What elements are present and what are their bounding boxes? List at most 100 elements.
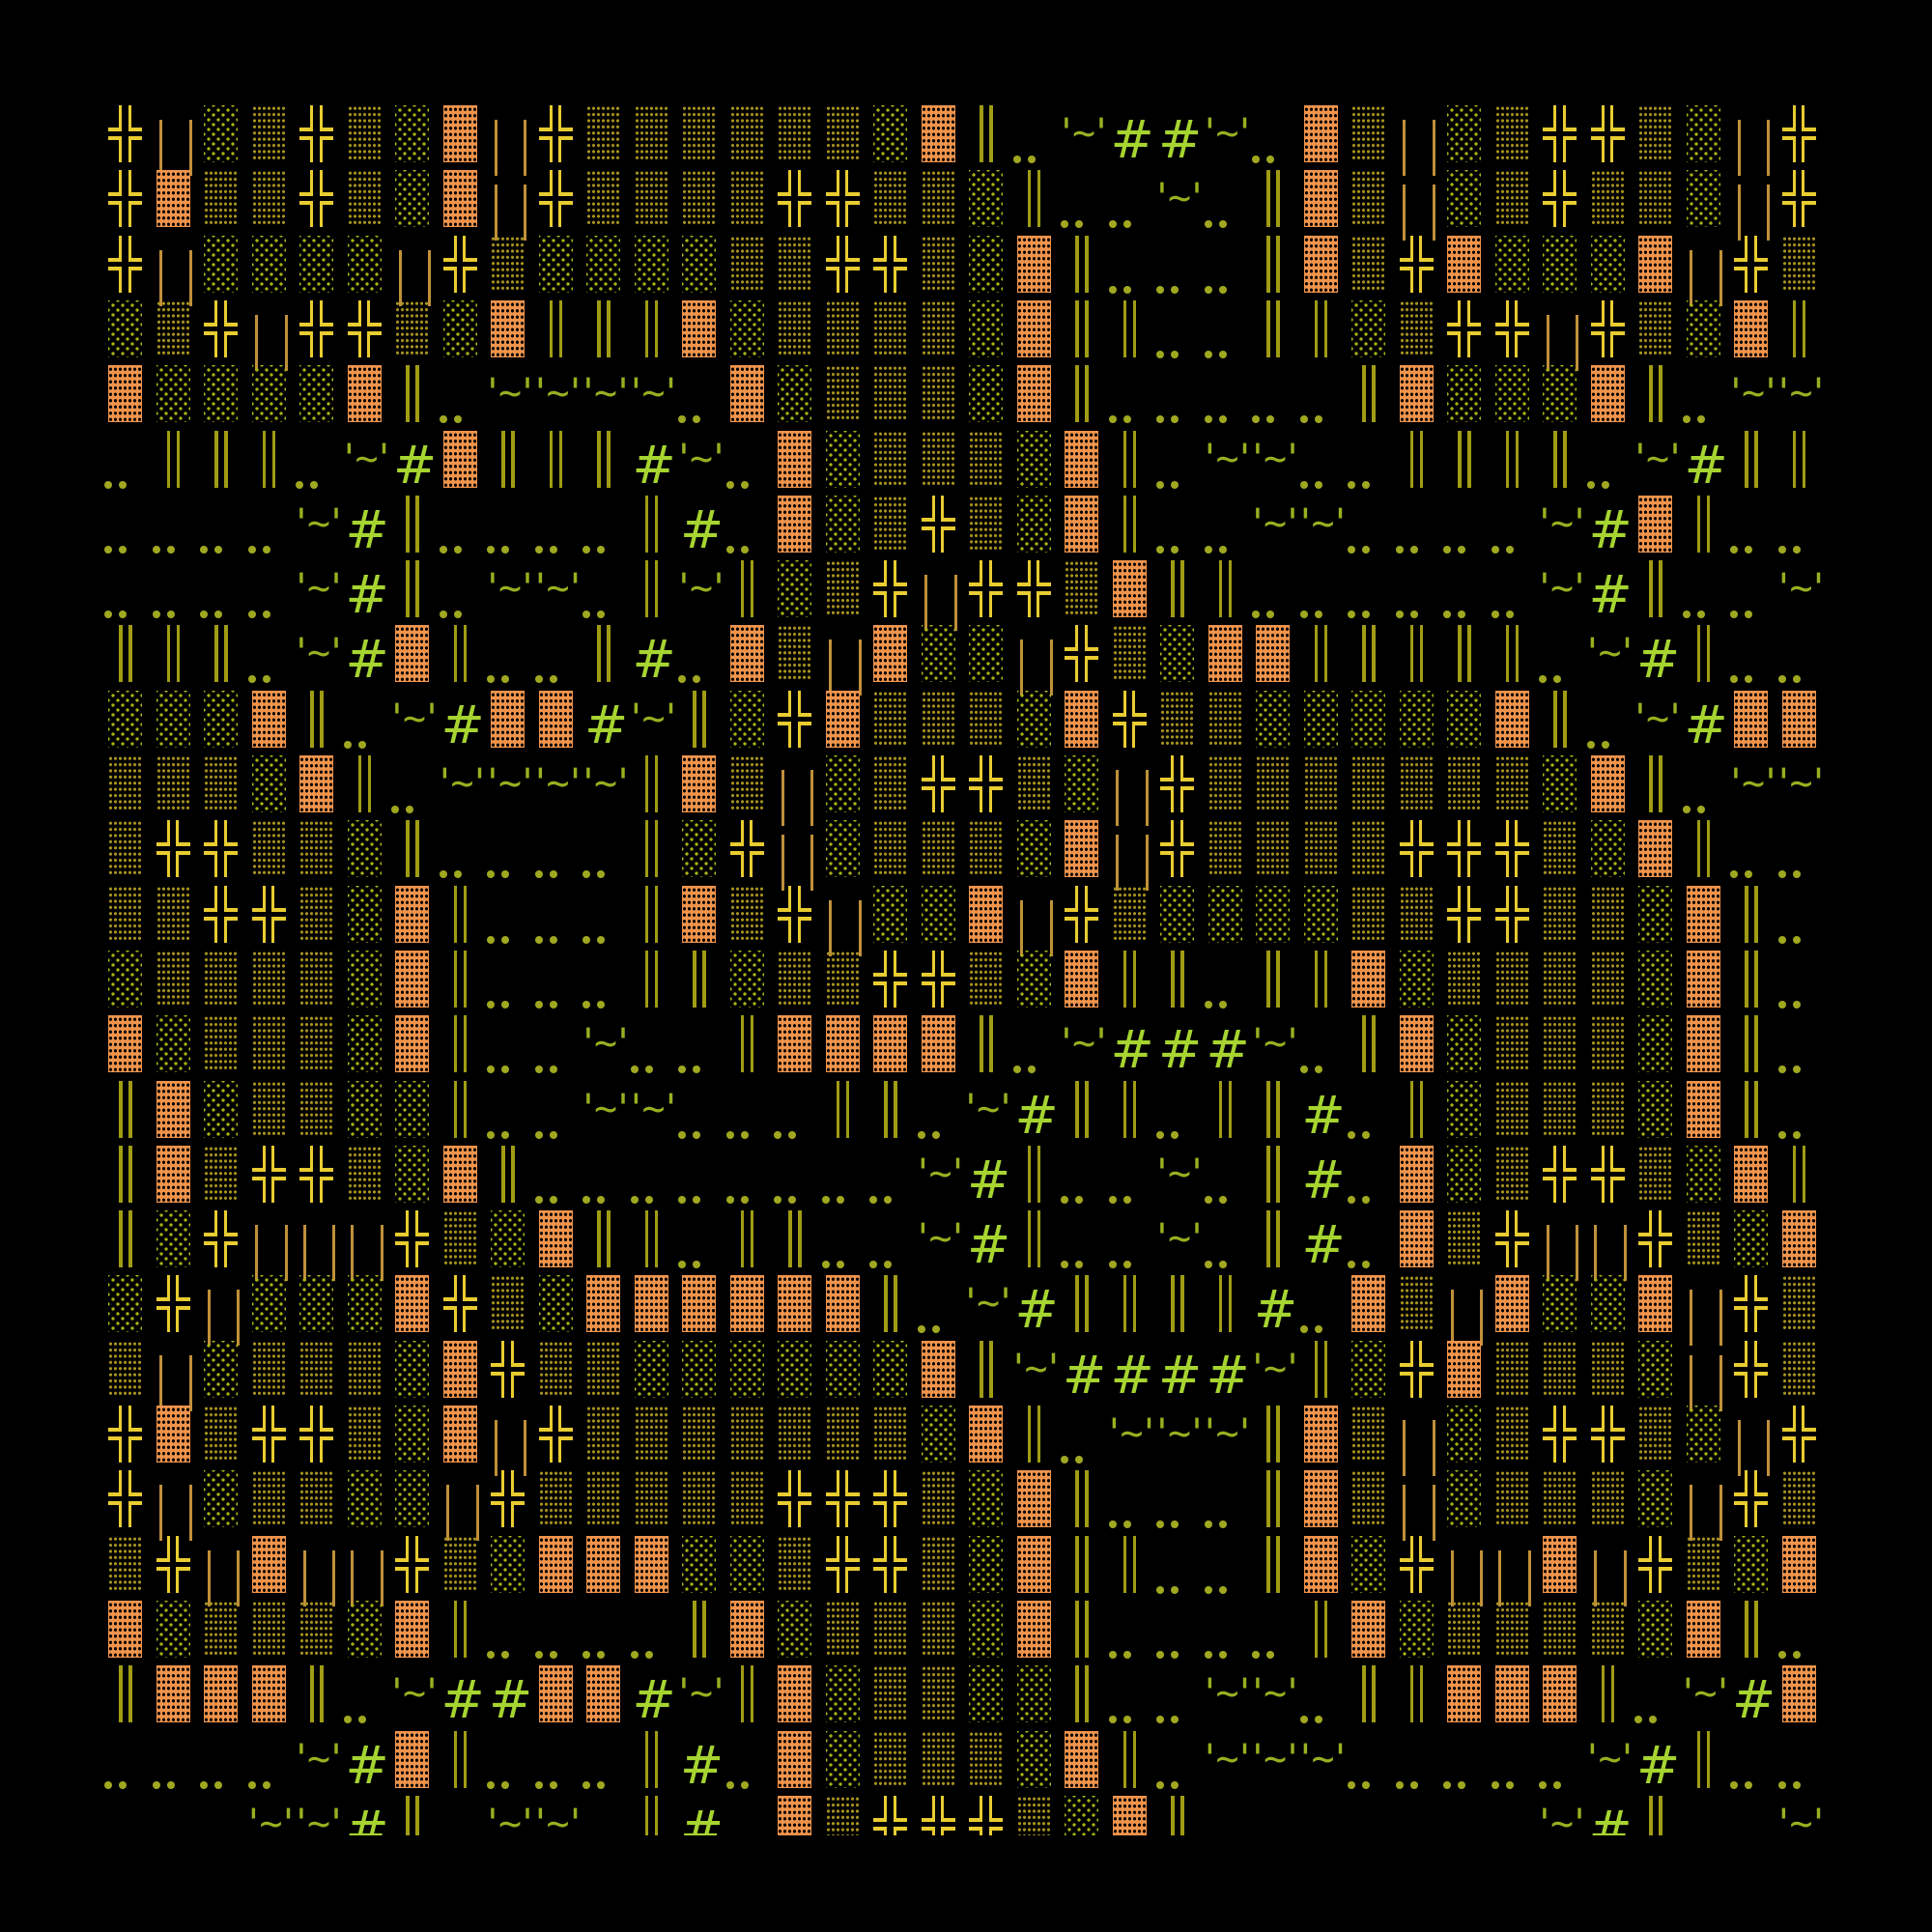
- tilde-glyph: '~': [1150, 1216, 1208, 1262]
- dots-glyph: [579, 1141, 627, 1206]
- dots-glyph: [1775, 1076, 1823, 1141]
- cross-glyph: [1488, 815, 1536, 880]
- cross-glyph: [1488, 1206, 1536, 1270]
- medium-shade-glyph: [723, 881, 771, 946]
- light-shade-glyph: [1583, 231, 1632, 296]
- medium-shade-glyph: [723, 231, 771, 296]
- dark-shade-glyph: [244, 1531, 293, 1596]
- cross-glyph: [1105, 686, 1153, 751]
- light-shade-glyph: [387, 1076, 436, 1141]
- dark-shade-glyph: [340, 360, 388, 425]
- double-bar-glyph: [1105, 491, 1153, 555]
- double-bar-glyph: [961, 100, 1009, 165]
- dots-glyph: [674, 1010, 723, 1075]
- tilde-glyph: '~': [289, 1736, 348, 1781]
- hash-glyph: #: [1110, 1344, 1154, 1406]
- dots-glyph: [579, 815, 627, 880]
- light-shade-glyph: [387, 100, 436, 165]
- bracket-glyph: [483, 1401, 531, 1476]
- double-bar-glyph: [1248, 946, 1296, 1010]
- double-bar-glyph: [1009, 165, 1058, 230]
- dark-shade-glyph: [770, 1270, 818, 1335]
- light-shade-glyph: [244, 231, 293, 296]
- cross-glyph: [149, 1531, 197, 1596]
- cross-glyph: [866, 231, 914, 296]
- dots-glyph: [1248, 555, 1296, 620]
- dark-shade-glyph: [770, 426, 818, 491]
- medium-shade-glyph: [1631, 100, 1679, 165]
- light-shade-glyph: [1296, 881, 1345, 946]
- light-shade-glyph: [674, 815, 723, 880]
- dots-glyph: [531, 815, 580, 880]
- dark-shade-glyph: [1296, 100, 1345, 165]
- light-shade-glyph: [292, 360, 340, 425]
- light-shade-glyph: [1344, 686, 1392, 751]
- double-bar-glyph: [292, 686, 340, 751]
- medium-shade-glyph: [1535, 1010, 1583, 1075]
- light-shade-glyph: [961, 165, 1009, 230]
- medium-shade-glyph: [1201, 686, 1249, 751]
- double-bar-glyph: [1679, 620, 1727, 685]
- dark-shade-glyph: [1775, 1531, 1823, 1596]
- light-shade-glyph: [1631, 1336, 1679, 1401]
- double-bar-glyph: [1105, 1076, 1153, 1141]
- double-bar-glyph: [1248, 1401, 1296, 1465]
- bracket-glyph: [149, 231, 197, 306]
- dots-glyph: [1488, 555, 1536, 620]
- cross-glyph: [436, 1270, 484, 1335]
- hash-glyph: #: [967, 1149, 1011, 1210]
- double-bar-glyph: [1009, 1141, 1058, 1206]
- cross-glyph: [723, 815, 771, 880]
- bracket-glyph: [1535, 1206, 1583, 1282]
- dark-shade-glyph: [1535, 1531, 1583, 1596]
- medium-shade-glyph: [914, 1596, 962, 1661]
- double-bar-glyph: [627, 946, 675, 1010]
- hash-glyph: #: [1684, 434, 1728, 496]
- light-shade-glyph: [149, 686, 197, 751]
- light-shade-glyph: [1439, 1141, 1488, 1206]
- dots-glyph: [674, 1206, 723, 1270]
- bracket-glyph: [436, 1465, 484, 1542]
- dark-shade-glyph: [1439, 1336, 1488, 1401]
- double-bar-glyph: [483, 1141, 531, 1206]
- dots-glyph: [531, 881, 580, 946]
- light-shade-glyph: [244, 1270, 293, 1335]
- light-shade-glyph: [149, 360, 197, 425]
- dots-glyph: [1152, 1465, 1201, 1530]
- double-bar-glyph: [866, 1270, 914, 1335]
- medium-shade-glyph: [100, 815, 149, 880]
- dots-glyph: [1152, 1596, 1201, 1661]
- double-bar-glyph: [340, 751, 388, 815]
- light-shade-glyph: [1488, 231, 1536, 296]
- dots-glyph: [1248, 100, 1296, 165]
- medium-shade-glyph: [1439, 1206, 1488, 1270]
- dots-glyph: [1439, 1726, 1488, 1791]
- dots-glyph: [244, 555, 293, 620]
- bracket-glyph: [1392, 100, 1440, 176]
- cross-glyph: [387, 1206, 436, 1270]
- double-bar-glyph: [1344, 1661, 1392, 1725]
- light-shade-glyph: [674, 231, 723, 296]
- dots-glyph: [1775, 1726, 1823, 1791]
- double-bar-glyph: [1201, 1270, 1249, 1335]
- light-shade-glyph: [340, 1010, 388, 1075]
- cross-glyph: [1583, 1141, 1632, 1206]
- bracket-glyph: [1105, 751, 1153, 826]
- double-bar-glyph: [1296, 296, 1345, 360]
- cross-glyph: [1439, 815, 1488, 880]
- hash-glyph: #: [680, 1734, 724, 1796]
- dots-glyph: [1105, 1596, 1153, 1661]
- double-bar-glyph: [1296, 1336, 1345, 1401]
- dark-shade-glyph: [914, 100, 962, 165]
- dark-shade-glyph: [1009, 360, 1058, 425]
- tilde-glyph: '~': [1245, 1736, 1304, 1781]
- hash-glyph: #: [632, 1669, 676, 1731]
- medium-shade-glyph: [961, 815, 1009, 880]
- tilde-glyph: '~': [528, 1801, 586, 1835]
- tilde-glyph: '~': [1676, 1671, 1734, 1717]
- tilde-glyph: '~': [1772, 1801, 1830, 1835]
- light-shade-glyph: [531, 1270, 580, 1335]
- dots-glyph: [1726, 815, 1775, 880]
- cross-glyph: [340, 296, 388, 360]
- hash-glyph: #: [1301, 1214, 1346, 1276]
